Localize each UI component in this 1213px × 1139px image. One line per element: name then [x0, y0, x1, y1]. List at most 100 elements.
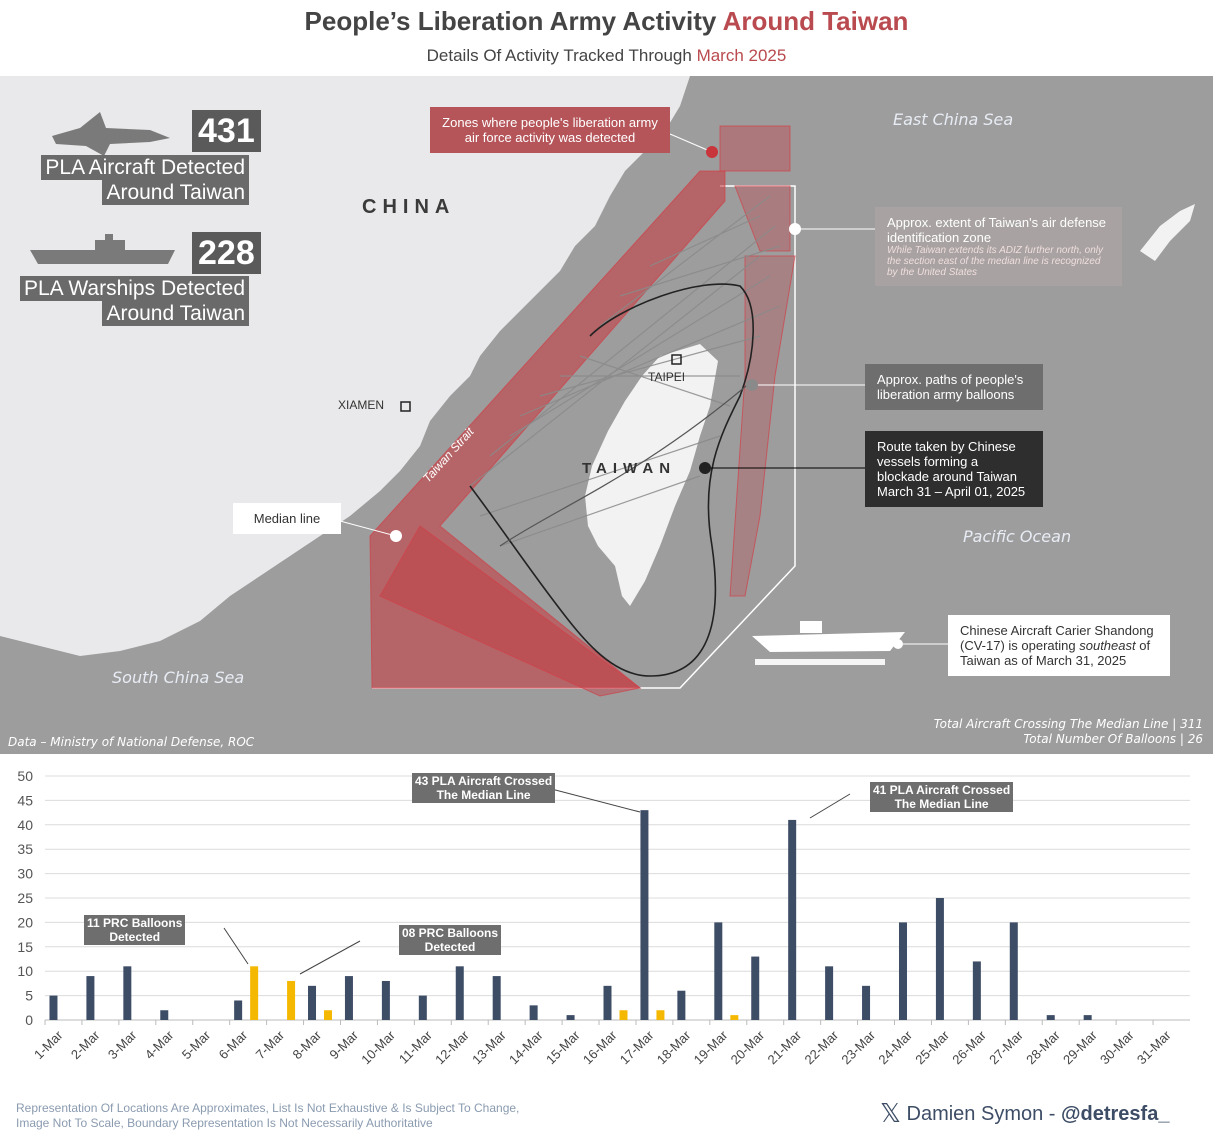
- annotation-text: Detected: [424, 940, 476, 954]
- blockade-route: [469, 283, 754, 677]
- annotation-balloons-6mar: 11 PRC Balloons Detected: [84, 915, 186, 945]
- bar-aircraft: [898, 922, 907, 1020]
- x-tick-label: 15-Mar: [543, 1027, 583, 1067]
- activity-zones: [369, 125, 796, 697]
- y-tick-label: 25: [17, 890, 33, 906]
- x-tick-label: 2-Mar: [68, 1027, 103, 1062]
- aircraft-icon: [52, 112, 170, 156]
- x-tick-label: 11-Mar: [396, 1027, 436, 1067]
- title-main: People’s Liberation Army Activity: [304, 6, 723, 36]
- total-median: Total Aircraft Crossing The Median Line …: [933, 717, 1203, 731]
- x-tick-label: 26-Mar: [949, 1027, 989, 1067]
- taiwan-landmass: [585, 344, 718, 606]
- south-china-sea-label: South China Sea: [112, 668, 245, 687]
- annotation-balloons-7mar: 08 PRC Balloons Detected: [399, 925, 502, 955]
- blockade-marker: [699, 462, 711, 474]
- ryukyu-islands: [1140, 204, 1195, 261]
- bar-aircraft: [1009, 922, 1018, 1020]
- x-tick-label: 19-Mar: [691, 1027, 731, 1067]
- y-tick-label: 30: [17, 866, 33, 882]
- annotation-text: 41 PLA Aircraft Crossed: [873, 783, 1011, 797]
- carrier-text-2: of Taiwan as of March 31, 2025: [960, 638, 1151, 668]
- x-tick-label: 31-Mar: [1134, 1027, 1174, 1067]
- bar-aircraft: [677, 990, 686, 1020]
- annotation-text: The Median Line: [894, 797, 989, 811]
- y-tick-label: 35: [17, 841, 33, 857]
- data-source: Data – Ministry of National Defense, ROC: [8, 735, 255, 749]
- bar-balloon: [619, 1010, 628, 1020]
- bar-aircraft: [308, 985, 317, 1020]
- annotation-aircraft-21mar: 41 PLA Aircraft Crossed The Median Line: [870, 782, 1014, 812]
- x-tick-label: 23-Mar: [838, 1027, 878, 1067]
- credit-name: Damien Symon -: [906, 1103, 1062, 1125]
- carrier-text-1: Chinese Aircraft Carier Shandong (CV-17)…: [960, 623, 1154, 653]
- adiz-callout-title: Approx. extent of Taiwan's air defense i…: [887, 215, 1107, 245]
- annotation-text: 08 PRC Balloons: [402, 926, 499, 940]
- xiamen-label: XIAMEN: [338, 398, 385, 412]
- blockade-callout: Route taken by Chinese vessels forming a…: [865, 431, 1043, 507]
- bar-aircraft: [788, 819, 797, 1020]
- page-subtitle: Details Of Activity Tracked Through Marc…: [0, 46, 1213, 66]
- aircraft-label-1: PLA Aircraft Detected: [41, 155, 249, 180]
- total-balloons: Total Number Of Balloons | 26: [1023, 732, 1203, 746]
- map-panel: 431 PLA Aircraft Detected Around Taiwan …: [0, 76, 1213, 754]
- x-tick-label: 24-Mar: [875, 1027, 915, 1067]
- balloon-path: [499, 380, 753, 547]
- china-landmass: [0, 76, 690, 656]
- taiwan-label: TAIWAN: [582, 460, 677, 477]
- y-tick-label: 10: [17, 963, 33, 979]
- x-tick-label: 25-Mar: [912, 1027, 952, 1067]
- xiamen-marker: [400, 401, 411, 412]
- annotation-leader: [539, 785, 641, 813]
- x-tick-label: 4-Mar: [142, 1027, 177, 1062]
- pacific-ocean-label: Pacific Ocean: [963, 527, 1072, 546]
- bar-aircraft: [123, 966, 132, 1020]
- chart-panel: 0 5 10 15 20 25 30 35 40 45 50 1-Mar 2-Mar 3-Mar 4-Mar…: [0, 756, 1213, 1086]
- bar-aircraft: [455, 966, 464, 1020]
- bar-aircraft: [529, 1005, 538, 1020]
- warship-icon: [30, 234, 175, 264]
- title-accent: Around Taiwan: [722, 6, 909, 36]
- annotation-leader: [299, 940, 361, 975]
- adiz-callout-note: While Taiwan extends its ADIZ further no…: [887, 245, 1104, 278]
- bar-aircraft: [49, 995, 58, 1020]
- annotation-aircraft-17mar: 43 PLA Aircraft Crossed The Median Line: [412, 773, 556, 803]
- aircraft-label-2: Around Taiwan: [102, 180, 249, 205]
- x-tick-label: 22-Mar: [802, 1027, 842, 1067]
- annotation-leader: [809, 793, 851, 819]
- disclaimer: Representation Of Locations Are Approxim…: [16, 1101, 519, 1131]
- x-tick-label: 1-Mar: [31, 1027, 66, 1062]
- y-tick-label: 45: [17, 792, 33, 808]
- bar-aircraft: [234, 1000, 243, 1020]
- annotation-leader: [223, 927, 249, 965]
- x-tick-label: 12-Mar: [432, 1027, 472, 1067]
- bar-aircraft: [751, 956, 760, 1020]
- warship-label-2: Around Taiwan: [102, 301, 249, 326]
- zones-callout: Zones where people's liberation army air…: [430, 107, 670, 153]
- y-tick-label: 20: [17, 914, 33, 930]
- warship-label-1: PLA Warships Detected: [20, 276, 249, 301]
- bar-aircraft: [160, 1010, 169, 1020]
- annotation-text: 43 PLA Aircraft Crossed: [415, 774, 553, 788]
- bar-aircraft: [862, 985, 871, 1020]
- bar-balloon: [730, 1015, 739, 1020]
- x-tick-label: 9-Mar: [326, 1027, 361, 1062]
- bar-balloon: [324, 1010, 333, 1020]
- carrier-icon: [752, 621, 905, 665]
- bar-aircraft: [935, 898, 944, 1020]
- balloon-marker: [746, 379, 758, 391]
- x-tick-label: 7-Mar: [253, 1027, 288, 1062]
- x-tick-label: 16-Mar: [580, 1027, 620, 1067]
- subtitle-main: Details Of Activity Tracked Through: [426, 46, 697, 65]
- disclaimer-line-2: Image Not To Scale, Boundary Representat…: [16, 1116, 433, 1130]
- x-tick-label: 18-Mar: [654, 1027, 694, 1067]
- bar-aircraft: [344, 976, 353, 1020]
- map-graphic: [0, 76, 1195, 697]
- bar-aircraft: [603, 985, 612, 1020]
- bar-aircraft: [418, 995, 427, 1020]
- bar-aircraft: [972, 961, 981, 1020]
- credit-handle: @detresfa_: [1061, 1103, 1170, 1125]
- median-callout: Median line: [233, 503, 341, 534]
- carrier-text-em: southeast: [1079, 638, 1136, 653]
- x-tick-label: 30-Mar: [1097, 1027, 1137, 1067]
